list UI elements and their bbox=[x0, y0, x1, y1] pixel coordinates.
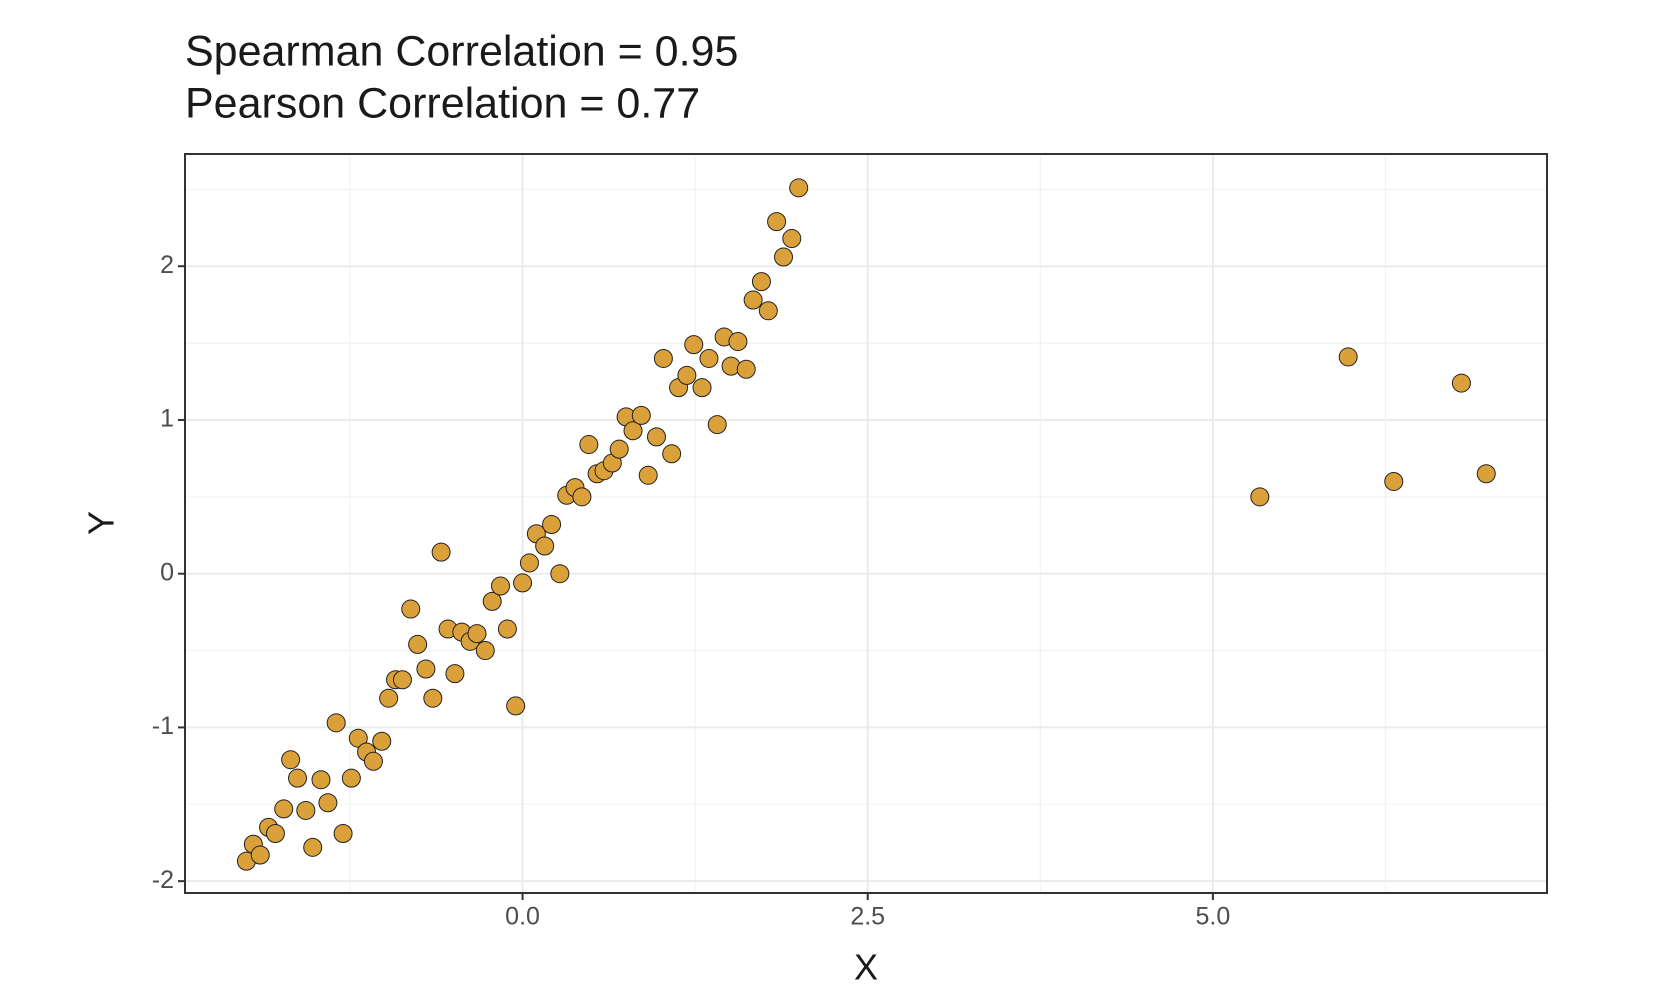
point bbox=[653, 348, 673, 368]
y-tick-label: -2 bbox=[152, 866, 174, 894]
point bbox=[1451, 373, 1471, 393]
point bbox=[288, 768, 308, 788]
point bbox=[490, 576, 510, 596]
point bbox=[1476, 464, 1496, 484]
point bbox=[789, 178, 809, 198]
point bbox=[684, 335, 704, 355]
point bbox=[767, 212, 787, 232]
point bbox=[677, 365, 697, 385]
point bbox=[348, 728, 368, 748]
point bbox=[1338, 347, 1358, 367]
point bbox=[408, 634, 428, 654]
point bbox=[638, 465, 658, 485]
point bbox=[311, 770, 331, 790]
x-tick-label: 2.5 bbox=[850, 903, 885, 931]
point bbox=[318, 793, 338, 813]
point bbox=[646, 427, 666, 447]
point bbox=[662, 444, 682, 464]
point bbox=[609, 439, 629, 459]
point bbox=[467, 624, 487, 644]
point bbox=[736, 359, 756, 379]
point bbox=[265, 824, 285, 844]
point bbox=[401, 599, 421, 619]
x-tick-label: 0.0 bbox=[505, 903, 540, 931]
y-tick-label: 2 bbox=[160, 251, 174, 279]
point bbox=[392, 670, 412, 690]
point bbox=[341, 768, 361, 788]
point bbox=[728, 332, 748, 352]
point bbox=[774, 247, 794, 267]
point bbox=[1384, 471, 1404, 491]
point bbox=[572, 487, 592, 507]
point bbox=[326, 713, 346, 733]
y-axis-title: Y bbox=[81, 511, 122, 535]
point bbox=[333, 824, 353, 844]
point bbox=[631, 405, 651, 425]
point bbox=[379, 688, 399, 708]
point bbox=[281, 750, 301, 770]
point bbox=[475, 641, 495, 661]
y-tick-label: -1 bbox=[152, 712, 174, 740]
point bbox=[751, 272, 771, 292]
point bbox=[579, 435, 599, 455]
point bbox=[513, 573, 533, 593]
point bbox=[372, 731, 392, 751]
point bbox=[743, 290, 763, 310]
point bbox=[363, 751, 383, 771]
point bbox=[274, 799, 294, 819]
point bbox=[296, 800, 316, 820]
plot-border bbox=[184, 153, 1548, 894]
y-tick-label: 0 bbox=[160, 558, 174, 586]
point bbox=[707, 415, 727, 435]
point bbox=[482, 591, 502, 611]
point bbox=[542, 514, 562, 534]
point bbox=[1250, 487, 1270, 507]
chart-title: Spearman Correlation = 0.95 bbox=[185, 27, 738, 75]
point bbox=[692, 378, 712, 398]
point bbox=[699, 348, 719, 368]
y-tick-label: 1 bbox=[160, 405, 174, 433]
point bbox=[506, 696, 526, 716]
point bbox=[250, 845, 270, 865]
x-axis-title: X bbox=[854, 947, 878, 988]
point bbox=[623, 421, 643, 441]
x-tick-label: 5.0 bbox=[1196, 903, 1231, 931]
point bbox=[535, 536, 555, 556]
chart-subtitle: Pearson Correlation = 0.77 bbox=[185, 79, 700, 127]
point bbox=[431, 542, 451, 562]
point bbox=[519, 553, 539, 573]
point bbox=[550, 564, 570, 584]
point bbox=[782, 229, 802, 249]
point bbox=[303, 837, 323, 857]
point bbox=[423, 688, 443, 708]
point bbox=[497, 619, 517, 639]
point bbox=[445, 664, 465, 684]
point bbox=[758, 301, 778, 321]
point bbox=[416, 659, 436, 679]
